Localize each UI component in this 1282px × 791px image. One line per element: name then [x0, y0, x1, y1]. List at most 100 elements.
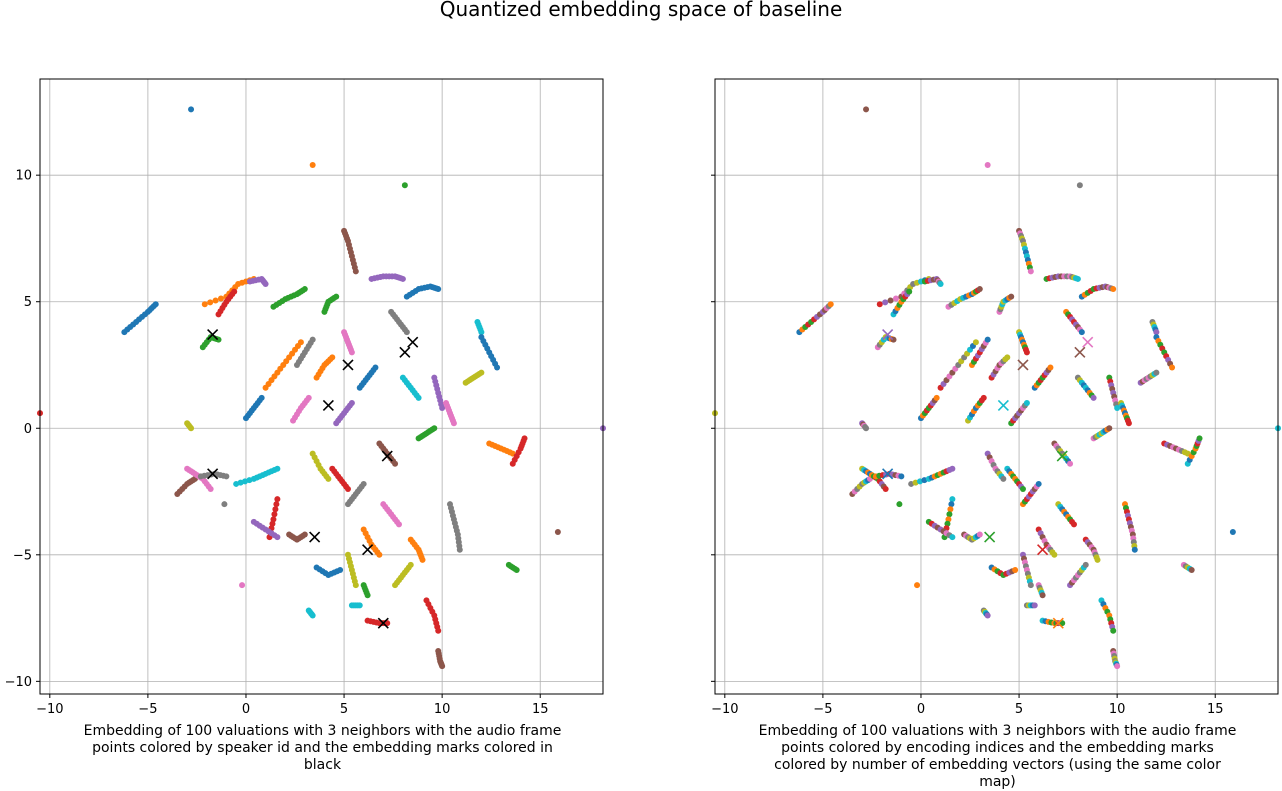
embedding-mark — [1052, 617, 1064, 629]
embedding-mark — [1017, 359, 1029, 371]
embedding-mark — [407, 336, 419, 348]
data-point — [207, 299, 214, 306]
scatter-panel-left: −10 −5 0 5 10 15 −10 −5 0 5 10 — [5, 78, 606, 717]
x-tick-label: 10 — [434, 702, 451, 717]
data-point — [1008, 293, 1015, 300]
embedding-mark-stroke — [997, 399, 1009, 412]
data-point — [188, 106, 195, 113]
data-point — [892, 295, 899, 302]
embedding-mark-stroke — [377, 617, 389, 629]
embedding-mark — [1056, 450, 1068, 462]
data-point — [1131, 546, 1138, 553]
data-point — [376, 551, 383, 558]
data-point — [399, 275, 406, 282]
data-point — [478, 369, 485, 376]
data-point — [450, 420, 457, 427]
data-point — [1082, 561, 1089, 568]
data-point — [1110, 627, 1117, 634]
embedding-mark — [377, 617, 389, 629]
data-point — [221, 501, 228, 508]
data-point — [348, 399, 355, 406]
data-point — [876, 301, 883, 308]
data-point — [980, 394, 987, 401]
data-point — [1188, 566, 1195, 573]
data-point — [329, 354, 336, 361]
data-point — [1114, 663, 1121, 670]
data-point — [1035, 480, 1042, 487]
data-point — [937, 281, 944, 287]
x-tick-label: 5 — [1015, 702, 1023, 717]
y-tick-label: −5 — [13, 548, 32, 563]
embedding-mark-stroke — [362, 544, 374, 556]
data-point — [297, 339, 304, 346]
data-point — [360, 480, 367, 487]
data-point — [898, 473, 905, 480]
data-point — [392, 460, 399, 467]
data-point — [554, 529, 561, 536]
plot-frame — [714, 78, 1279, 695]
x-tick-label: 15 — [1207, 702, 1224, 717]
data-point — [949, 534, 956, 541]
data-point — [403, 329, 410, 336]
data-point — [1051, 551, 1058, 558]
data-point — [976, 531, 983, 538]
data-point — [258, 394, 265, 401]
data-point — [1000, 475, 1007, 482]
data-point — [273, 501, 280, 508]
caption-right: Embedding of 100 valuations with 3 neigh… — [758, 723, 1237, 790]
data-point — [431, 425, 438, 432]
embedding-mark-stroke — [399, 346, 411, 358]
data-point — [494, 364, 501, 371]
data-point — [882, 299, 889, 306]
data-point — [407, 561, 414, 568]
data-point — [1090, 394, 1097, 401]
data-point — [309, 612, 316, 619]
data-point — [1019, 486, 1026, 492]
data-point — [344, 486, 351, 492]
data-point — [364, 592, 371, 599]
data-point — [439, 663, 446, 670]
data-point — [478, 329, 485, 336]
embedding-mark-stroke — [207, 329, 219, 341]
data-point — [456, 546, 463, 553]
x-tick-label: −10 — [36, 702, 63, 717]
data-point — [1047, 364, 1054, 371]
embedding-mark — [207, 468, 219, 480]
embedding-mark-stroke — [882, 329, 894, 341]
data-point — [1039, 592, 1046, 599]
embedding-mark — [1037, 544, 1049, 556]
data-point — [1196, 435, 1203, 442]
data-point — [1114, 405, 1121, 412]
x-tick-label: −5 — [138, 702, 157, 717]
embedding-mark-stroke — [322, 399, 334, 412]
caption-left: Embedding of 100 valuations with 3 neigh… — [83, 723, 562, 773]
data-point — [395, 521, 402, 528]
y-tick-label: 10 — [15, 169, 32, 184]
data-point — [914, 582, 921, 589]
embedding-mark — [207, 329, 219, 341]
data-point — [947, 506, 954, 513]
embedding-mark — [997, 399, 1009, 412]
data-point — [274, 465, 281, 472]
embedding-mark-stroke — [207, 468, 219, 480]
data-point — [896, 501, 903, 508]
scatter-panel-right: −10 −5 0 5 10 15 — [711, 78, 1281, 717]
data-point — [946, 511, 953, 518]
embedding-mark-stroke — [1082, 336, 1094, 348]
data-point — [984, 162, 991, 169]
x-tick-label: 5 — [340, 702, 348, 717]
data-point — [372, 364, 379, 371]
data-point — [1074, 275, 1081, 282]
data-point — [337, 566, 344, 573]
data-point — [513, 566, 520, 573]
data-point — [1110, 286, 1117, 293]
embedding-mark-stroke — [381, 450, 393, 462]
data-point — [333, 293, 340, 300]
data-point — [439, 405, 446, 412]
data-point — [356, 602, 363, 609]
data-point — [207, 486, 214, 492]
data-point — [887, 297, 894, 304]
data-point — [152, 301, 159, 308]
data-point — [1012, 566, 1019, 573]
